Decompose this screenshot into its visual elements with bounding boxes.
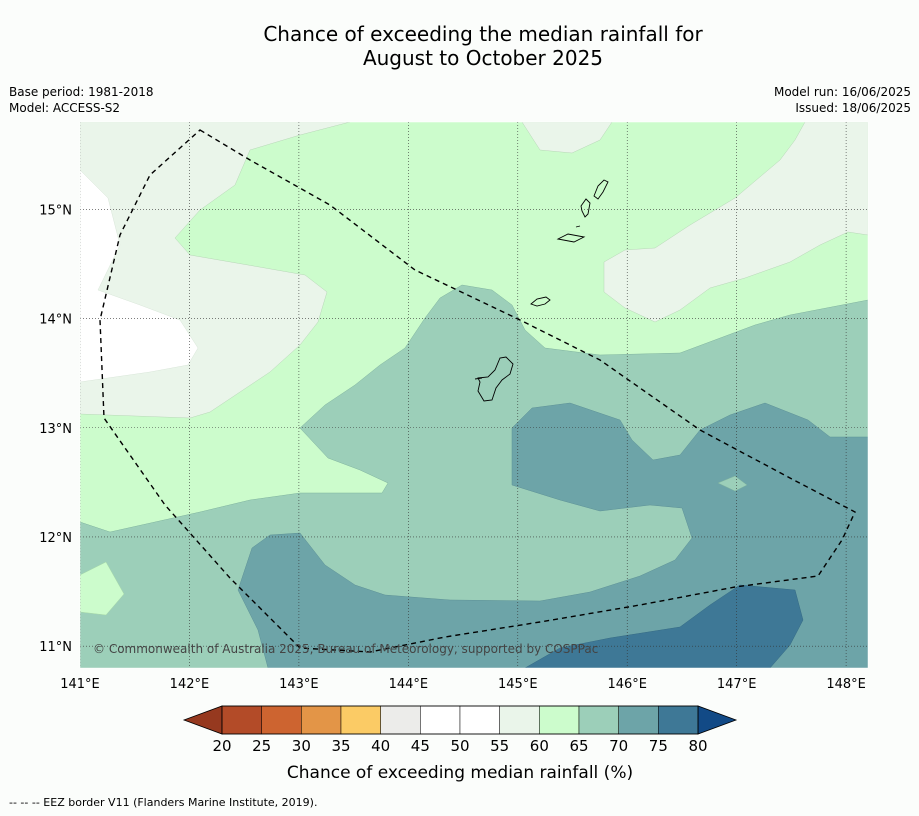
lat-tick-label: 15°N xyxy=(39,203,72,218)
lon-tick-label: 148°E xyxy=(826,677,866,692)
colorbar-outline xyxy=(221,705,699,735)
island-tinian xyxy=(575,225,581,228)
island-aguijan xyxy=(556,233,586,243)
islands xyxy=(474,179,609,402)
graticule xyxy=(80,122,868,668)
colorbar-segment xyxy=(539,705,580,735)
lon-tick-label: 144°E xyxy=(389,677,429,692)
plot-frame xyxy=(79,121,869,669)
contour-70-75 xyxy=(237,402,868,668)
colorbar-tick-label: 45 xyxy=(411,737,430,755)
colorbar-segment xyxy=(301,705,342,735)
colorbar-segment xyxy=(459,705,500,735)
title-line-1: Chance of exceeding the median rainfall … xyxy=(263,22,703,46)
lat-tick-label: 12°N xyxy=(39,531,72,546)
issued-text: Issued: 18/06/2025 xyxy=(795,101,911,115)
lon-tick-label: 146°E xyxy=(607,677,647,692)
island-rota xyxy=(530,296,551,307)
colorbar-tick-label: 25 xyxy=(252,737,271,755)
colorbar-tick-label: 80 xyxy=(688,737,707,755)
colorbar-segment xyxy=(658,705,699,735)
contour-60-65-southwest xyxy=(80,561,125,616)
colorbar-segment xyxy=(420,705,461,735)
contour-50-55-west xyxy=(80,169,199,383)
model-info: Base period: 1981-2018 Model: ACCESS-S2 xyxy=(9,84,154,116)
contour-55-60-north xyxy=(521,122,613,154)
colorbar-tick-label: 70 xyxy=(609,737,628,755)
colorbar-over-arrow xyxy=(697,705,738,735)
title-line-2: August to October 2025 xyxy=(362,46,604,70)
colorbar-tick-label: 75 xyxy=(649,737,668,755)
colorbar-segment xyxy=(618,705,659,735)
colorbar-segment xyxy=(578,705,619,735)
contour-65-70-islet xyxy=(717,475,748,492)
colorbar: 20 25 30 35 40 45 50 55 60 65 70 75 80 xyxy=(182,705,738,755)
contour-55-60-east xyxy=(603,122,868,323)
map-title: Chance of exceeding the median rainfall … xyxy=(0,22,919,70)
island-guam xyxy=(474,356,514,402)
colorbar-segment xyxy=(261,705,302,735)
lon-tick-label: 142°E xyxy=(170,677,210,692)
lon-tick-label: 147°E xyxy=(717,677,757,692)
base-period-text: Base period: 1981-2018 xyxy=(9,85,154,99)
colorbar-tick-label: 30 xyxy=(292,737,311,755)
axis-tick-labels: 141°E 142°E 143°E 144°E 145°E 146°E 147°E 148°E… xyxy=(39,203,866,692)
colorbar-segment xyxy=(340,705,381,735)
colorbar-segment xyxy=(499,705,540,735)
lat-tick-label: 14°N xyxy=(39,313,72,328)
eez-border xyxy=(99,129,856,653)
colorbar-tick-label: 60 xyxy=(530,737,549,755)
colorbar-tick-label: 50 xyxy=(450,737,469,755)
contour-layer xyxy=(80,122,868,668)
lon-tick-label: 143°E xyxy=(279,677,319,692)
colorbar-segment xyxy=(221,705,262,735)
model-text: Model: ACCESS-S2 xyxy=(9,101,121,115)
colorbar-segment xyxy=(380,705,421,735)
colorbar-label: Chance of exceeding median rainfall (%) xyxy=(287,763,633,783)
copyright-notice: © Commonwealth of Australia 2025, Bureau… xyxy=(93,642,598,656)
colorbar-tick-label: 20 xyxy=(212,737,231,755)
island-saipan-tinian xyxy=(580,179,609,218)
lon-tick-label: 145°E xyxy=(498,677,538,692)
lat-tick-label: 13°N xyxy=(39,422,72,437)
run-info: Model run: 16/06/2025 Issued: 18/06/2025 xyxy=(774,84,911,116)
colorbar-tick-label: 55 xyxy=(490,737,509,755)
colorbar-tick-label: 40 xyxy=(371,737,390,755)
colorbar-under-arrow xyxy=(182,705,223,735)
lat-tick-label: 11°N xyxy=(39,640,72,655)
contour-75-80 xyxy=(524,584,804,668)
colorbar-tick-label: 35 xyxy=(331,737,350,755)
colorbar-tick-label: 65 xyxy=(569,737,588,755)
model-run-text: Model run: 16/06/2025 xyxy=(773,85,911,99)
lon-tick-label: 141°E xyxy=(60,677,100,692)
eez-legend-note: -- -- -- EEZ border V11 (Flanders Marine… xyxy=(9,796,318,809)
